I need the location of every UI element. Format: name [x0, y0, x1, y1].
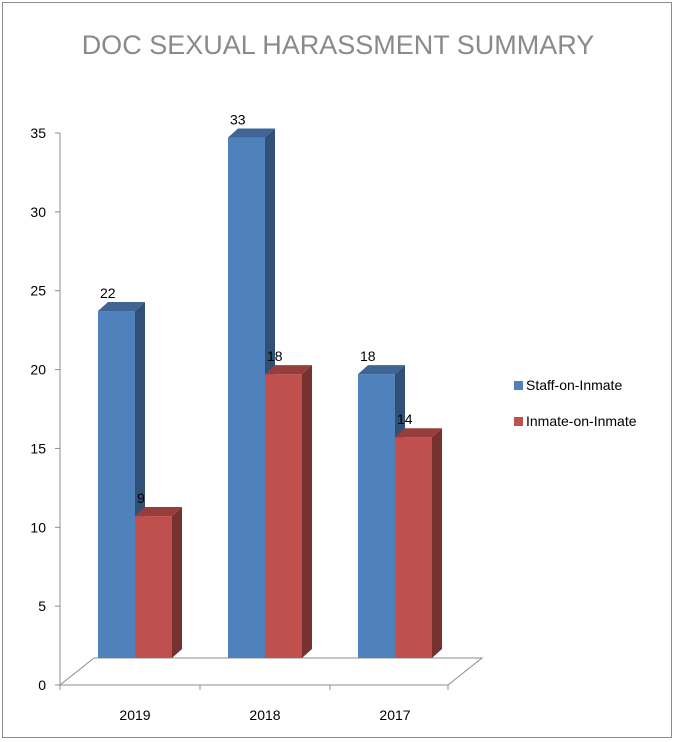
bar-front	[135, 516, 172, 658]
bar-top	[358, 365, 405, 375]
legend: Staff-on-Inmate Inmate-on-Inmate	[514, 377, 637, 429]
legend-swatch	[514, 417, 523, 426]
data-label: 18	[360, 348, 376, 364]
bar-inmate-2018: 18	[265, 348, 312, 658]
y-tick-label: 25	[30, 283, 46, 299]
y-tick-label: 5	[38, 598, 46, 614]
axes: 0 5 10 15 20 25 30 35 2019 2018 2017	[30, 125, 484, 723]
bar-side	[172, 507, 182, 658]
x-tick-label: 2018	[249, 707, 280, 723]
bars: 22 9 33 18 18 14	[98, 112, 442, 659]
legend-label: Staff-on-Inmate	[526, 377, 622, 393]
y-tick-label: 10	[30, 519, 46, 535]
y-tick-label: 0	[38, 677, 46, 693]
y-tick-label: 35	[30, 125, 46, 141]
bar-front	[395, 437, 432, 658]
data-label: 14	[397, 411, 413, 427]
floor-plane	[58, 657, 484, 686]
chart-title: DOC SEXUAL HARASSMENT SUMMARY	[81, 30, 595, 60]
bar-inmate-2019: 9	[135, 490, 182, 658]
bar-top	[265, 365, 312, 375]
legend-swatch	[514, 381, 523, 390]
bar-front	[228, 137, 265, 659]
y-tick-label: 20	[30, 362, 46, 378]
bar-side	[302, 365, 312, 658]
legend-label: Inmate-on-Inmate	[526, 413, 637, 429]
bar-front	[98, 311, 135, 658]
bar-top	[98, 302, 145, 312]
bar-staff-2019: 22	[98, 285, 145, 658]
data-label: 33	[230, 112, 246, 128]
y-tick-label: 30	[30, 204, 46, 220]
bar-front	[358, 374, 395, 658]
x-tick-label: 2017	[379, 707, 410, 723]
bar-top	[228, 128, 275, 138]
data-label: 22	[100, 285, 116, 301]
data-label: 18	[267, 348, 283, 364]
bar-inmate-2017: 14	[395, 411, 442, 658]
x-tick-label: 2019	[119, 707, 150, 723]
bar-top	[135, 507, 182, 517]
bar-side	[432, 428, 442, 658]
bar-top	[395, 428, 442, 438]
bar-front	[265, 374, 302, 658]
data-label: 9	[137, 490, 145, 506]
y-tick-label: 15	[30, 440, 46, 456]
